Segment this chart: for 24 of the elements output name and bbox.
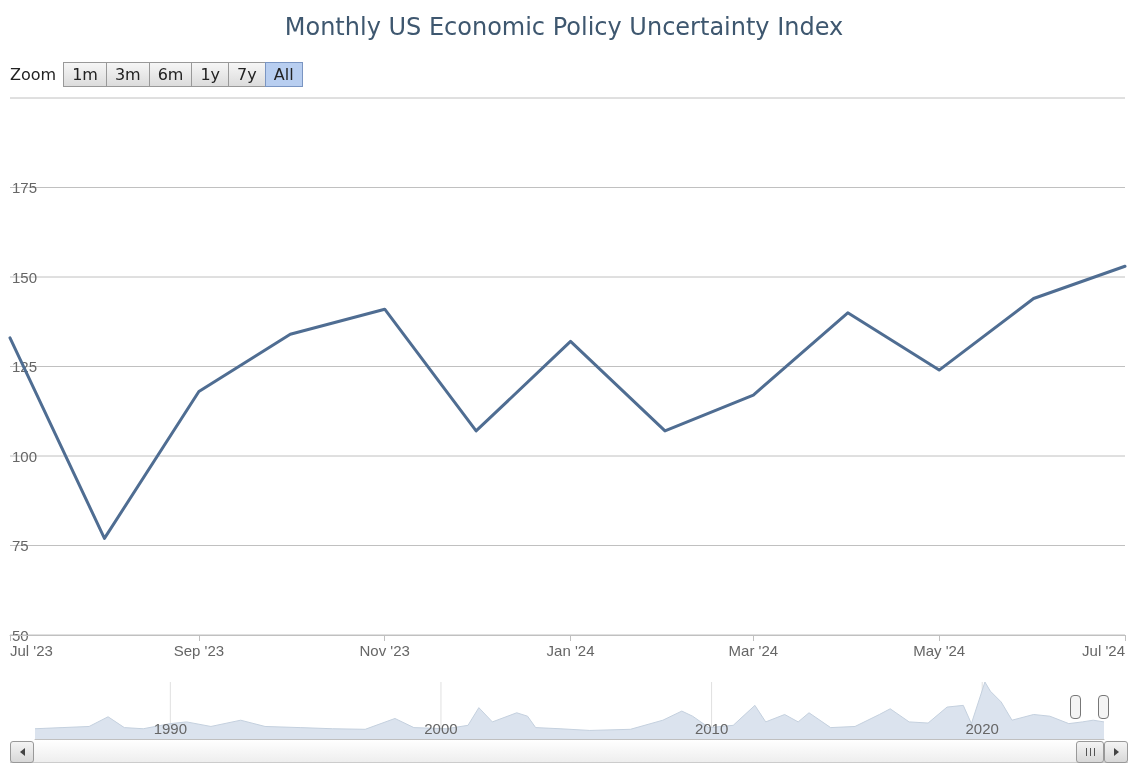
text: 1y xyxy=(191,61,230,87)
text: 1m xyxy=(63,61,107,87)
y-tick-label: 175 xyxy=(12,179,38,196)
text: All xyxy=(264,61,303,87)
chart-title: Monthly US Economic Policy Uncertainty Index xyxy=(284,13,844,41)
text: 6m xyxy=(148,61,193,87)
x-tick-label: 2020 xyxy=(965,720,999,737)
x-tick-label: 2000 xyxy=(424,720,458,737)
x-tick-label: Jul '24 xyxy=(1082,642,1125,659)
x-tick-label: Jul '23 xyxy=(10,642,53,659)
text: Zoom xyxy=(10,64,57,84)
y-tick-label: 75 xyxy=(12,537,29,554)
y-tick-label: 150 xyxy=(12,268,38,286)
x-tick-label: Nov '23 xyxy=(359,642,410,659)
x-tick-label: Mar '24 xyxy=(728,642,779,659)
x-tick-label: 1990 xyxy=(153,720,187,737)
text: 3m xyxy=(105,61,150,87)
x-tick-label: 2010 xyxy=(694,720,729,737)
line-series xyxy=(8,264,1127,540)
x-tick-label: Sep '23 xyxy=(173,642,225,659)
x-tick-label: May '24 xyxy=(913,642,966,659)
x-tick-label: Jan '24 xyxy=(546,642,595,659)
text: 7y xyxy=(228,61,266,87)
y-tick-label: 100 xyxy=(12,447,38,465)
